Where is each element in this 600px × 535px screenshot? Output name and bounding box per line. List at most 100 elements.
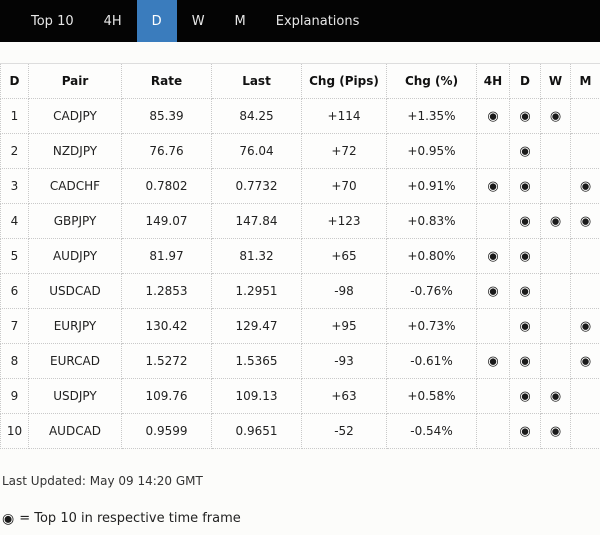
bullseye-icon: ◉ — [519, 284, 531, 299]
chg-pips-cell: +114 — [301, 98, 387, 134]
tf-w-cell — [540, 168, 571, 204]
tf-w-cell — [540, 273, 571, 309]
bullseye-icon: ◉ — [549, 109, 562, 124]
bullseye-icon: ◉ — [549, 214, 562, 229]
tf-d-cell: ◉ — [509, 238, 541, 274]
tf-4h-cell: ◉ — [476, 343, 510, 379]
table-header: D Pair Rate Last Chg (Pips) Chg (%) 4H D… — [0, 63, 600, 99]
tab-explanations[interactable]: Explanations — [275, 13, 360, 29]
table-row: 9 USDJPY 109.76 109.13 +63 +0.58% ◉ ◉ — [0, 378, 600, 414]
last-cell: 147.84 — [211, 203, 302, 239]
rank-cell: 6 — [0, 273, 29, 309]
rank-cell: 1 — [0, 98, 29, 134]
legend-text: = Top 10 in respective time frame — [19, 511, 241, 526]
tf-m-cell: ◉ — [570, 343, 600, 379]
chg-pct-cell: -0.61% — [386, 343, 477, 379]
col-last: Last — [211, 63, 302, 99]
table-row: 10 AUDCAD 0.9599 0.9651 -52 -0.54% ◉ ◉ — [0, 413, 600, 449]
col-w: W — [540, 63, 571, 99]
tab-4h[interactable]: 4H — [103, 13, 122, 29]
tf-4h-cell — [476, 203, 510, 239]
bullseye-icon: ◉ — [579, 319, 592, 334]
chg-pct-cell: +1.35% — [386, 98, 477, 134]
bullseye-icon: ◉ — [487, 249, 499, 264]
chg-pct-cell: +0.73% — [386, 308, 477, 344]
bullseye-icon: ◉ — [579, 214, 592, 229]
rank-cell: 7 — [0, 308, 29, 344]
tab-m[interactable]: M — [234, 13, 246, 29]
tf-d-cell: ◉ — [509, 413, 541, 449]
rank-cell: 9 — [0, 378, 29, 414]
rank-cell: 3 — [0, 168, 29, 204]
bullseye-icon: ◉ — [519, 144, 531, 159]
bullseye-icon: ◉ — [487, 354, 499, 369]
table-row: 2 NZDJPY 76.76 76.04 +72 +0.95% ◉ — [0, 133, 600, 169]
rank-cell: 2 — [0, 133, 29, 169]
tab-w[interactable]: W — [191, 13, 205, 29]
legend: ◉ = Top 10 in respective time frame — [0, 511, 600, 526]
bullseye-icon: ◉ — [579, 354, 592, 369]
tf-m-cell — [570, 413, 600, 449]
tf-4h-cell — [476, 133, 510, 169]
tf-d-cell: ◉ — [509, 98, 541, 134]
col-rate: Rate — [121, 63, 212, 99]
bullseye-icon: ◉ — [549, 389, 562, 404]
rate-cell: 0.7802 — [121, 168, 212, 204]
tf-d-cell: ◉ — [509, 343, 541, 379]
table-row: 3 CADCHF 0.7802 0.7732 +70 +0.91% ◉ ◉ ◉ — [0, 168, 600, 204]
tab-d[interactable]: D — [136, 0, 177, 42]
last-updated-text: Last Updated: May 09 14:20 GMT — [2, 474, 203, 488]
tf-d-cell: ◉ — [509, 273, 541, 309]
rate-cell: 1.2853 — [121, 273, 212, 309]
tf-m-cell — [570, 133, 600, 169]
last-cell: 1.5365 — [211, 343, 302, 379]
chg-pct-cell: +0.80% — [386, 238, 477, 274]
rank-cell: 5 — [0, 238, 29, 274]
bullseye-icon: ◉ — [519, 109, 531, 124]
bullseye-icon: ◉ — [487, 284, 499, 299]
rate-cell: 85.39 — [121, 98, 212, 134]
tf-m-cell — [570, 378, 600, 414]
bullseye-icon: ◉ — [549, 424, 562, 439]
tf-w-cell — [540, 308, 571, 344]
tf-4h-cell: ◉ — [476, 168, 510, 204]
last-cell: 76.04 — [211, 133, 302, 169]
tf-d-cell: ◉ — [509, 133, 541, 169]
bullseye-icon: ◉ — [519, 214, 531, 229]
last-cell: 0.7732 — [211, 168, 302, 204]
rank-cell: 8 — [0, 343, 29, 379]
pair-cell: USDJPY — [28, 378, 122, 414]
bullseye-icon: ◉ — [519, 249, 531, 264]
tf-w-cell: ◉ — [540, 203, 571, 239]
bullseye-icon: ◉ — [519, 179, 531, 194]
pair-cell: GBPJPY — [28, 203, 122, 239]
chg-pct-cell: +0.83% — [386, 203, 477, 239]
tf-m-cell: ◉ — [570, 203, 600, 239]
tf-d-cell: ◉ — [509, 168, 541, 204]
tf-m-cell — [570, 98, 600, 134]
chg-pct-cell: -0.76% — [386, 273, 477, 309]
chg-pips-cell: -93 — [301, 343, 387, 379]
pair-cell: AUDJPY — [28, 238, 122, 274]
chg-pips-cell: +65 — [301, 238, 387, 274]
tab-top10[interactable]: Top 10 — [31, 13, 74, 29]
rate-cell: 0.9599 — [121, 413, 212, 449]
table-row: 6 USDCAD 1.2853 1.2951 -98 -0.76% ◉ ◉ — [0, 273, 600, 309]
pair-cell: CADJPY — [28, 98, 122, 134]
tf-m-cell — [570, 238, 600, 274]
chg-pips-cell: +72 — [301, 133, 387, 169]
tf-w-cell — [540, 343, 571, 379]
tf-4h-cell — [476, 308, 510, 344]
content: D Pair Rate Last Chg (Pips) Chg (%) 4H D… — [0, 42, 600, 526]
chg-pct-cell: +0.58% — [386, 378, 477, 414]
col-4h: 4H — [476, 63, 510, 99]
tf-w-cell: ◉ — [540, 98, 571, 134]
tf-d-cell: ◉ — [509, 308, 541, 344]
tf-4h-cell: ◉ — [476, 238, 510, 274]
col-pair: Pair — [28, 63, 122, 99]
rank-cell: 10 — [0, 413, 29, 449]
pair-cell: EURJPY — [28, 308, 122, 344]
rank-cell: 4 — [0, 203, 29, 239]
last-cell: 129.47 — [211, 308, 302, 344]
last-cell: 81.32 — [211, 238, 302, 274]
